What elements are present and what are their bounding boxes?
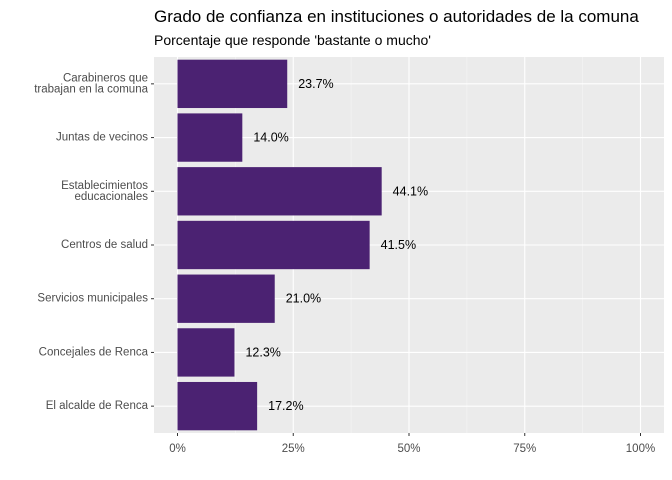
x-tick-label: 25% <box>282 443 305 455</box>
y-tick-label: Centros de salud <box>61 239 148 251</box>
y-tick-label: Carabineros que <box>63 72 148 84</box>
data-labels: 23.7% 14.0% 44.1% 41.5% 21.0% 12.3% 17.2% <box>245 77 428 413</box>
x-tick-label: 0% <box>169 443 186 455</box>
data-label: 41.5% <box>381 238 416 252</box>
bar <box>177 328 235 377</box>
y-tick-label: Servicios municipales <box>37 293 148 305</box>
y-tick-label: Concejales de Renca <box>39 346 149 358</box>
data-label: 12.3% <box>245 345 280 359</box>
bars <box>177 59 382 431</box>
y-tick-label: trabajan en la comuna <box>34 83 148 95</box>
y-tick-label: Juntas de vecinos <box>56 132 148 144</box>
chart-title: Grado de confianza en instituciones o au… <box>154 7 639 26</box>
bar <box>177 113 243 162</box>
bar <box>177 274 275 323</box>
y-tick-label: educacionales <box>74 191 148 203</box>
grid-lines <box>154 57 664 433</box>
chart-subtitle: Porcentaje que responde 'bastante o much… <box>154 32 431 48</box>
data-label: 21.0% <box>286 292 321 306</box>
bar <box>177 381 258 431</box>
data-label: 14.0% <box>253 131 288 145</box>
bar <box>177 59 288 109</box>
bar <box>177 220 370 270</box>
y-tick-label: Establecimientos <box>61 180 148 192</box>
x-axis: 0% 25% 50% 75% 100% <box>169 433 655 455</box>
x-tick-label: 75% <box>513 443 536 455</box>
data-label: 23.7% <box>298 77 333 91</box>
bar <box>177 167 382 216</box>
x-tick-label: 50% <box>397 443 420 455</box>
data-label: 44.1% <box>393 184 428 198</box>
data-label: 17.2% <box>268 399 303 413</box>
y-tick-label: El alcalde de Renca <box>46 400 149 412</box>
x-tick-label: 100% <box>626 443 655 455</box>
